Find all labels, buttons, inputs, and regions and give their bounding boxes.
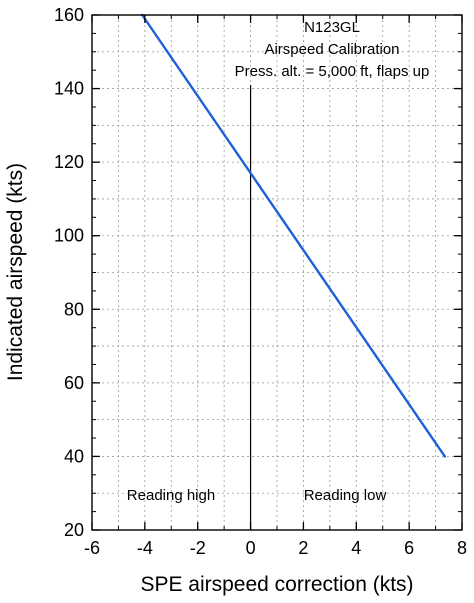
y-tick-label: 120 [54,152,84,172]
grid-layer [92,15,462,530]
x-tick-label: 8 [457,538,467,558]
chart-title-block: N123GL Airspeed Calibration Press. alt. … [235,19,430,80]
y-tick-label: 20 [64,520,84,540]
x-tick-label: -4 [137,538,153,558]
annotation-reading-low: Reading low [304,487,387,504]
x-axis-title: SPE airspeed correction (kts) [140,573,413,596]
chart-title-line-3: Press. alt. = 5,000 ft, flaps up [235,63,430,80]
y-axis-title: Indicated airspeed (kts) [4,163,27,381]
y-tick-label: 140 [54,79,84,99]
x-tick-label: 2 [298,538,308,558]
x-tick-label: 4 [351,538,361,558]
y-tick-label: 40 [64,446,84,466]
annotation-reading-high: Reading high [127,487,215,504]
x-tick-label: -6 [84,538,100,558]
x-tick-label: -2 [190,538,206,558]
y-tick-label: 80 [64,299,84,319]
chart-title-line-2: Airspeed Calibration [264,41,399,58]
axis-ticks: -6 -4 -2 0 2 4 6 8 20 40 60 80 100 120 140 160 [54,5,467,558]
y-tick-label: 160 [54,5,84,25]
y-tick-label: 100 [54,226,84,246]
series-line-0 [141,13,447,458]
x-tick-label: 6 [404,538,414,558]
x-tick-label: 0 [246,538,256,558]
plot-frame [91,14,463,531]
y-tick-label: 60 [64,373,84,393]
series-layer [141,13,447,458]
chart-title-line-1: N123GL [304,19,360,36]
